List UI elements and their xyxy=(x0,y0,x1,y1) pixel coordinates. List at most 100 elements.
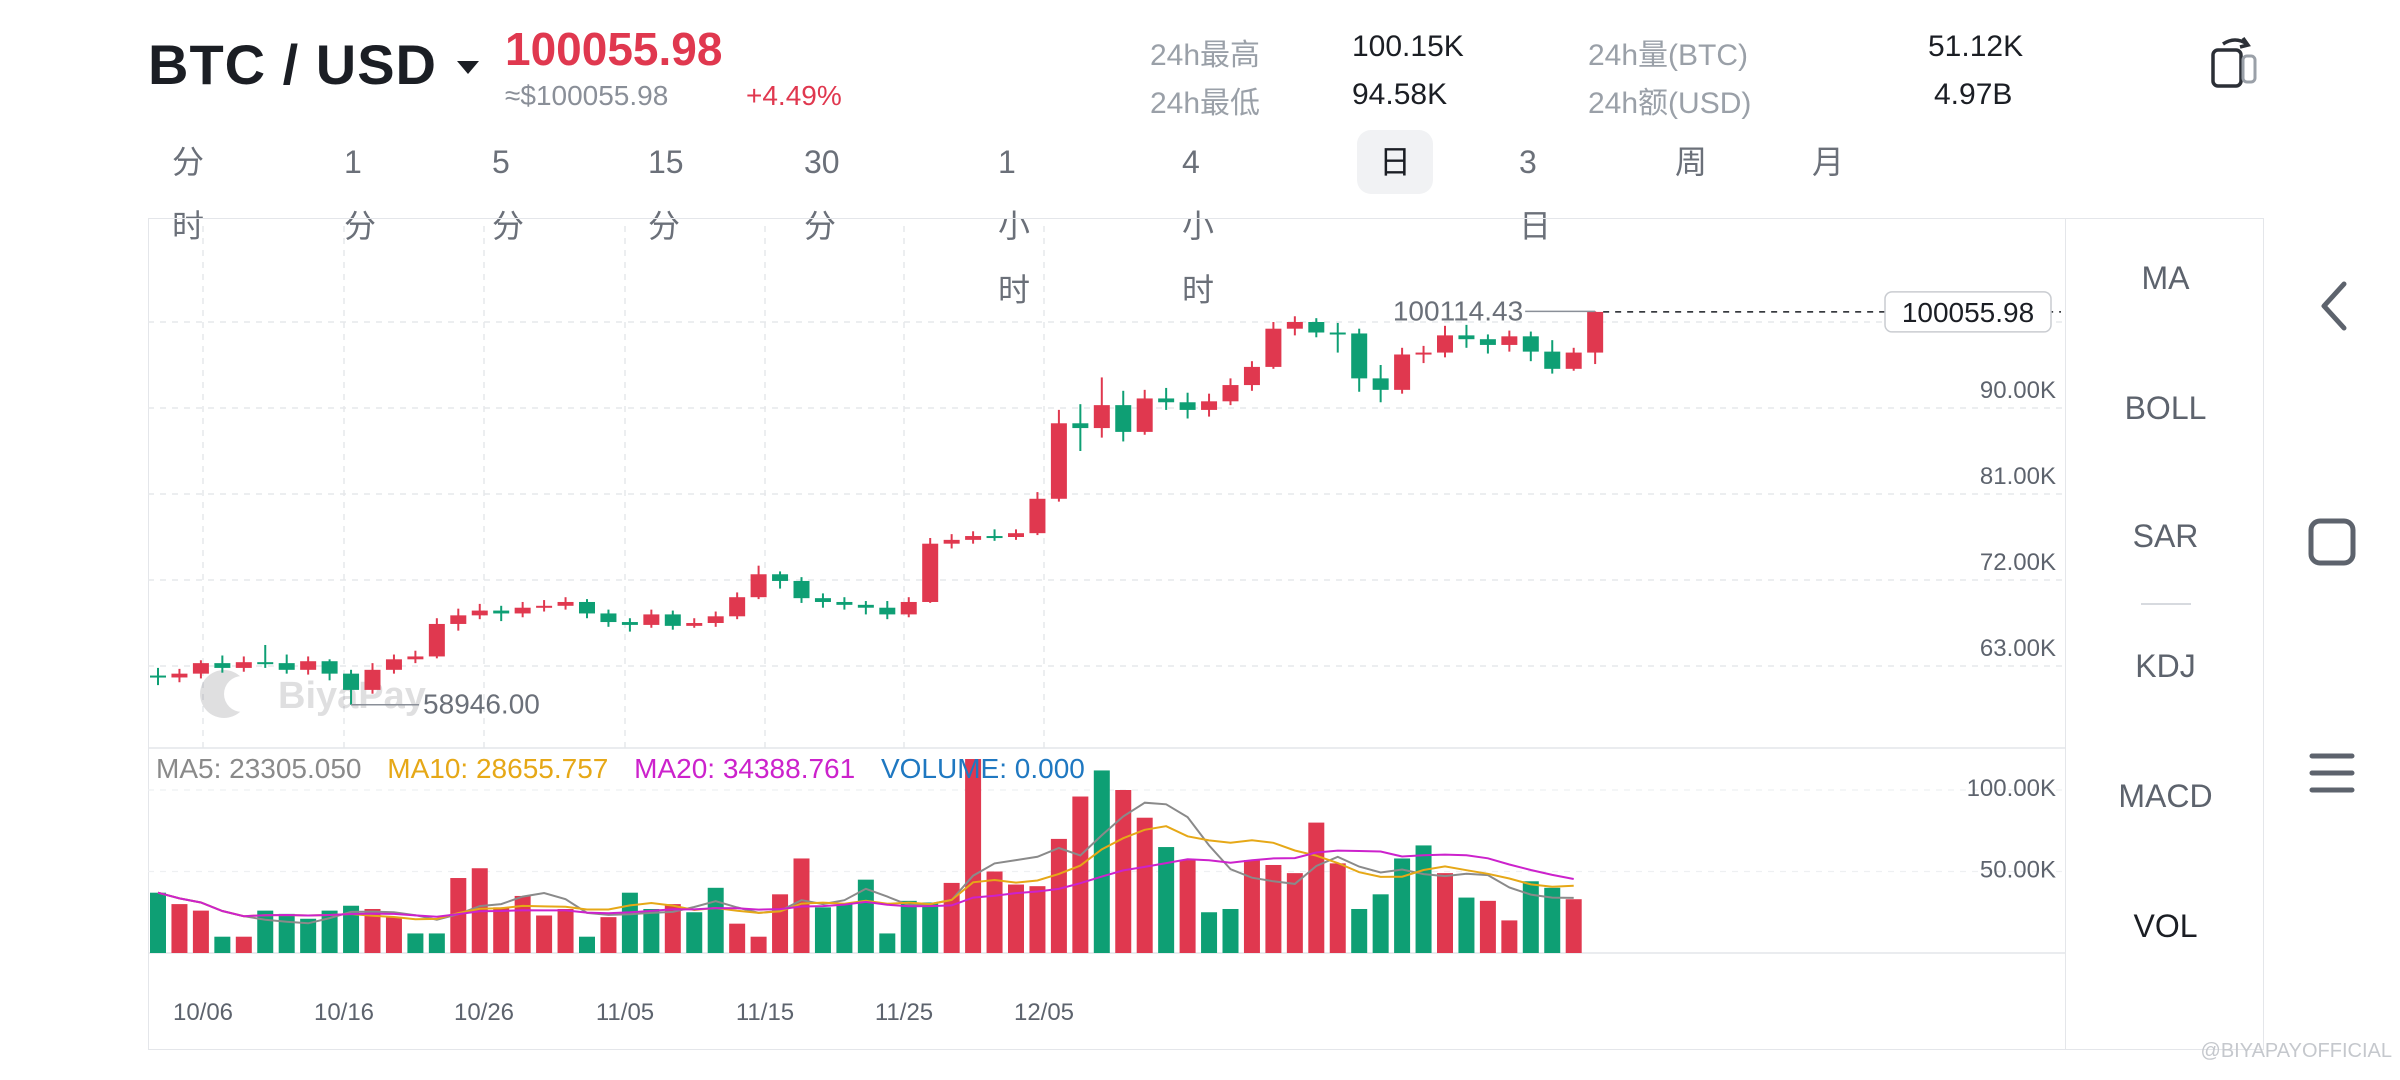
indicator-boll[interactable]: BOLL xyxy=(2124,390,2207,426)
candle-body-22 xyxy=(621,622,638,625)
volume-bar-5 xyxy=(257,910,274,953)
candle-body-14 xyxy=(450,615,467,624)
candle-33 xyxy=(857,601,874,615)
candle-body-40 xyxy=(1008,533,1024,537)
volume-bar-63 xyxy=(1501,920,1518,953)
candle-body-35 xyxy=(900,601,917,615)
stat-vol-btc-value: 51.12K xyxy=(1928,30,2024,63)
candle-31 xyxy=(814,593,831,608)
candle-27 xyxy=(729,592,746,620)
stat-high-label: 24h最高 xyxy=(1150,39,1261,72)
candle-body-38 xyxy=(965,536,982,540)
price-change-percent: +4.49% xyxy=(746,80,842,111)
volume-bar-31 xyxy=(814,907,831,953)
candle-65 xyxy=(1544,340,1561,374)
candle-63 xyxy=(1501,330,1518,352)
indicator-ma[interactable]: MA xyxy=(2141,260,2190,296)
tab-7[interactable]: 日 xyxy=(1357,130,1434,194)
candle-body-5 xyxy=(257,662,274,665)
candle-58 xyxy=(1394,347,1411,394)
candle-body-64 xyxy=(1522,336,1539,352)
tab-10[interactable]: 月 xyxy=(1812,144,1845,180)
candle-body-30 xyxy=(793,580,810,599)
indicator-sar[interactable]: SAR xyxy=(2132,518,2199,554)
candle-25 xyxy=(686,618,703,628)
candle-53 xyxy=(1286,316,1303,336)
volume-bar-13 xyxy=(428,933,445,953)
candle-38 xyxy=(965,531,982,544)
indicator-kdj[interactable]: KDJ xyxy=(2135,648,2196,684)
caret-down-icon xyxy=(457,61,479,74)
candle-18 xyxy=(536,600,553,612)
price-tick-0: 90.00K xyxy=(1980,377,2056,404)
volume-bar-62 xyxy=(1479,900,1496,953)
price-tick-2: 72.00K xyxy=(1980,549,2056,576)
tab-5[interactable]: 1小时 xyxy=(998,144,1031,308)
candle-body-50 xyxy=(1222,385,1239,402)
volume-bar-17 xyxy=(514,895,531,953)
rotate-screen-icon[interactable] xyxy=(2205,34,2261,90)
tab-9[interactable]: 周 xyxy=(1675,144,1708,180)
volume-legend: MA5: 23305.050 MA10: 28655.757 MA20: 343… xyxy=(156,753,1085,784)
volume-bar-29 xyxy=(772,894,789,953)
volume-bar-53 xyxy=(1286,873,1303,953)
volume-bar-16 xyxy=(493,907,510,953)
candle-body-28 xyxy=(750,574,767,598)
candle-body-17 xyxy=(514,607,531,614)
tab-4[interactable]: 30分 xyxy=(804,144,840,244)
volume-bar-18 xyxy=(536,915,553,953)
kline-chart[interactable]: BiyaPay 90.00K 81.00K 72.00K 63.00K 100.00K 5… xyxy=(148,218,2065,1050)
volume-bar-60 xyxy=(1437,873,1453,953)
volume-bar-34 xyxy=(879,933,896,953)
volume-bar-56 xyxy=(1351,908,1368,953)
tab-1[interactable]: 1分 xyxy=(344,144,377,244)
candle-body-7 xyxy=(300,661,317,670)
candle-51 xyxy=(1243,361,1260,391)
indicator-vol[interactable]: VOL xyxy=(2133,908,2198,944)
home-icon[interactable] xyxy=(2306,516,2358,568)
candle-12 xyxy=(407,650,424,664)
volume-bar-45 xyxy=(1115,790,1132,953)
candle-30 xyxy=(793,577,810,603)
candle-6 xyxy=(278,654,295,674)
candle-66 xyxy=(1565,347,1582,371)
back-icon[interactable] xyxy=(2310,276,2358,336)
candle-16 xyxy=(493,605,510,622)
volume-bar-11 xyxy=(385,917,402,953)
indicator-macd[interactable]: MACD xyxy=(2118,778,2213,814)
candle-26 xyxy=(707,611,724,627)
date-tick-4: 11/15 xyxy=(736,999,794,1026)
candle-body-27 xyxy=(729,597,746,617)
volume-bar-55 xyxy=(1329,863,1346,953)
candle-56 xyxy=(1351,328,1368,392)
axis-labels: 90.00K 81.00K 72.00K 63.00K 100.00K 50.00K 10/… xyxy=(173,377,2056,1026)
price-usd-equivalent: ≈$100055.98 xyxy=(505,80,669,111)
tab-6[interactable]: 4小时 xyxy=(1182,144,1215,308)
candle-body-3 xyxy=(214,663,231,668)
volume-bar-42 xyxy=(1050,838,1067,953)
candle-0 xyxy=(150,667,166,686)
pair-selector[interactable]: BTC / USD xyxy=(148,32,479,97)
tab-2[interactable]: 5分 xyxy=(492,144,525,244)
volume-bar-12 xyxy=(407,933,424,953)
candle-body-57 xyxy=(1372,378,1389,390)
candle-body-23 xyxy=(643,614,660,625)
candle-7 xyxy=(300,656,317,675)
tab-0[interactable]: 分时 xyxy=(172,144,205,244)
volume-bar-47 xyxy=(1158,847,1175,953)
candle-67 xyxy=(1587,311,1604,365)
price-tick-1: 81.00K xyxy=(1980,463,2056,490)
candle-45 xyxy=(1115,390,1132,442)
tab-8[interactable]: 3日 xyxy=(1519,144,1552,244)
menu-icon[interactable] xyxy=(2306,748,2358,798)
candle-body-59 xyxy=(1415,352,1432,355)
candle-43 xyxy=(1072,404,1089,451)
tab-3[interactable]: 15分 xyxy=(648,144,684,244)
candle-body-58 xyxy=(1394,354,1411,390)
volume-bar-25 xyxy=(686,912,703,953)
volume-bar-52 xyxy=(1265,864,1282,953)
candle-body-67 xyxy=(1587,311,1604,353)
volume-bar-1 xyxy=(171,904,188,953)
volume-bar-36 xyxy=(922,902,939,953)
candle-body-10 xyxy=(364,669,381,690)
